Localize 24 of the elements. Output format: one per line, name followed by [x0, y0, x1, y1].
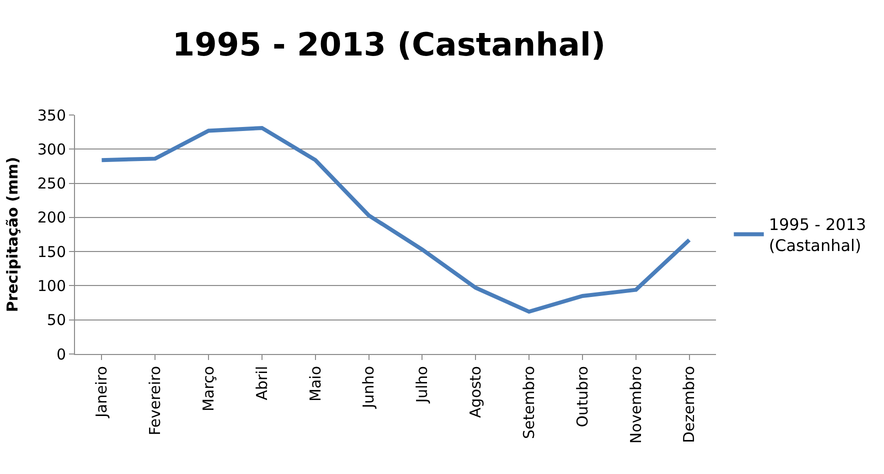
- x-tick-label: Fevereiro: [146, 366, 164, 436]
- x-tick-label: Julho: [413, 366, 432, 404]
- y-tick-label: 200: [37, 208, 66, 227]
- x-tick-label: Junho: [360, 366, 378, 410]
- y-tick-label: 100: [37, 276, 66, 295]
- line-series: [100, 126, 692, 314]
- x-tick-label: Setembro: [520, 366, 538, 440]
- x-tick-label: Maio: [306, 366, 324, 402]
- y-tick-label: 0: [56, 345, 66, 364]
- x-tick-label: Abril: [252, 366, 271, 400]
- legend-label: 1995 - 2013 (Castanhal): [768, 215, 866, 255]
- x-tick-label: Agosto: [466, 366, 484, 418]
- y-tick-label: 150: [37, 242, 66, 261]
- x-tick-label: Outubro: [573, 366, 592, 428]
- y-tick-label: 300: [37, 140, 66, 158]
- x-tick-label: Janeiro: [92, 366, 111, 419]
- x-tick-label: Março: [199, 366, 218, 412]
- y-tick-label: 250: [37, 174, 66, 193]
- x-tick-label: Novembro: [626, 366, 645, 444]
- chart-title: 1995 - 2013 (Castanhal): [172, 26, 606, 64]
- y-tick-label: 350: [37, 106, 66, 124]
- y-axis-title: Precipitação (mm): [4, 156, 22, 312]
- x-tick-label: Dezembro: [680, 366, 698, 444]
- y-tick-label: 50: [46, 311, 66, 330]
